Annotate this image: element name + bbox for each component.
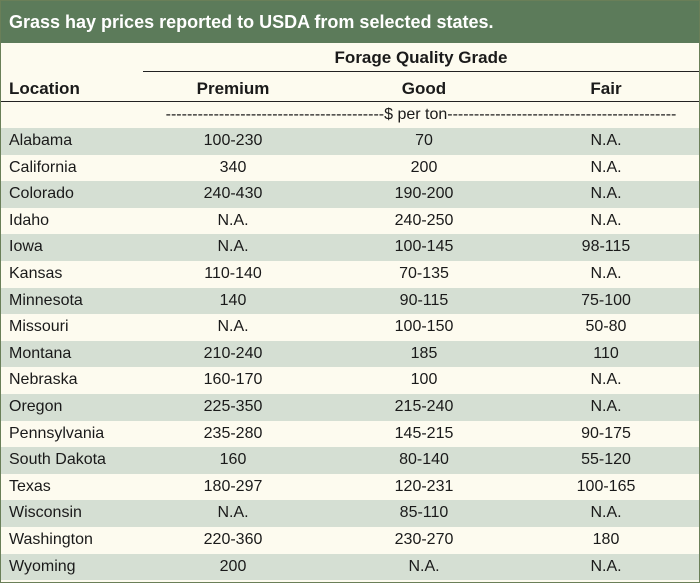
good-cell: 90-115 — [399, 291, 449, 309]
location-cell: Wyoming — [9, 557, 76, 575]
column-header-row: Location Premium Good Fair — [1, 73, 699, 102]
premium-cell: 225-350 — [203, 397, 263, 415]
table-row: Minnesota 140 90-115 75-100 — [1, 287, 699, 315]
good-cell: 100 — [410, 371, 438, 389]
location-cell: Iowa — [9, 238, 43, 256]
location-cell: Idaho — [9, 211, 50, 229]
good-cell: 240-250 — [394, 211, 454, 229]
location-cell: Texas — [9, 477, 51, 495]
fair-cell: N.A. — [590, 371, 622, 389]
good-cell: 120-231 — [394, 477, 454, 495]
location-cell: Washington — [9, 530, 93, 548]
premium-cell: N.A. — [217, 318, 249, 336]
fair-cell: N.A. — [590, 185, 622, 203]
table-row: Missouri N.A. 100-150 50-80 — [1, 314, 699, 341]
table-row: Texas 180-297 120-231 100-165 — [1, 474, 699, 501]
premium-cell: 110-140 — [204, 264, 262, 282]
premium-cell: 220-360 — [203, 530, 263, 548]
premium-cell: 340 — [219, 158, 247, 176]
fair-cell: N.A. — [590, 211, 622, 229]
fair-cell: N.A. — [590, 397, 622, 415]
good-cell: 80-140 — [399, 451, 449, 469]
good-cell: 100-145 — [394, 238, 454, 256]
location-cell: Oregon — [9, 397, 63, 415]
location-cell: Nebraska — [9, 371, 78, 389]
location-cell: Missouri — [9, 318, 69, 336]
table-body: Alabama 100-230 70 N.A. California 340 200 N.A.… — [1, 128, 699, 581]
premium-cell: 200 — [219, 557, 247, 575]
good-header: Good — [401, 79, 447, 98]
table-row: Nebraska 160-170 100 N.A. — [1, 367, 699, 394]
good-cell: 85-110 — [399, 504, 449, 522]
good-cell: 100-150 — [394, 318, 454, 336]
fair-header: Fair — [590, 79, 622, 98]
premium-cell: N.A. — [217, 504, 249, 522]
table-row: South Dakota 160 80-140 55-120 — [1, 447, 699, 474]
good-cell: 215-240 — [394, 397, 454, 415]
fair-cell: 98-115 — [581, 238, 631, 256]
table-row: Oregon 225-350 215-240 N.A. — [1, 393, 699, 421]
location-cell: South Dakota — [9, 451, 106, 469]
table-row: California 340 200 N.A. — [1, 155, 699, 182]
fair-cell: 100-165 — [576, 477, 636, 495]
location-cell: Minnesota — [9, 291, 83, 309]
fair-cell: 90-175 — [581, 424, 631, 442]
fair-cell: N.A. — [590, 264, 622, 282]
fair-cell: 55-120 — [581, 451, 631, 469]
premium-cell: 140 — [219, 291, 247, 309]
table-row: Wyoming 200 N.A. N.A. — [1, 553, 699, 581]
good-cell: 70-135 — [399, 264, 449, 282]
table-title: Grass hay prices reported to USDA from s… — [1, 1, 699, 43]
good-cell: 190-200 — [394, 185, 454, 203]
fair-cell: 110 — [593, 344, 619, 362]
location-header: Location — [9, 79, 80, 98]
location-cell: Pennsylvania — [9, 424, 105, 442]
premium-cell: 100-230 — [203, 132, 263, 149]
fair-cell: 180 — [592, 530, 620, 548]
good-cell: 185 — [410, 344, 438, 362]
premium-cell: N.A. — [217, 238, 249, 256]
table-row: Washington 220-360 230-270 180 — [1, 527, 699, 554]
good-cell: 145-215 — [394, 424, 454, 442]
group-header: Forage Quality Grade — [1, 43, 699, 73]
fair-cell: N.A. — [590, 557, 622, 575]
location-cell: Alabama — [9, 132, 73, 149]
good-cell: 200 — [410, 158, 438, 176]
premium-cell: 160-170 — [203, 371, 263, 389]
table-row: Colorado 240-430 190-200 N.A. — [1, 181, 699, 208]
units-row: ----------------------------------------… — [1, 102, 699, 128]
fair-cell: 50-80 — [585, 318, 627, 336]
location-cell: Montana — [9, 344, 72, 362]
location-cell: California — [9, 158, 77, 176]
fair-cell: N.A. — [590, 158, 622, 176]
units-label: ----------------------------------------… — [165, 106, 677, 123]
good-cell: 230-270 — [394, 530, 454, 548]
premium-cell: N.A. — [217, 211, 249, 229]
location-cell: Colorado — [9, 185, 74, 203]
fair-cell: N.A. — [590, 504, 622, 522]
forage-quality-grade-label: Forage Quality Grade — [143, 43, 699, 72]
premium-cell: 235-280 — [203, 424, 263, 442]
table-row: Idaho N.A. 240-250 N.A. — [1, 208, 699, 235]
table-row: Montana 210-240 185 110 — [1, 340, 699, 368]
fair-cell: 75-100 — [581, 291, 631, 309]
fair-cell: N.A. — [590, 132, 622, 149]
good-cell: 70 — [415, 132, 433, 149]
premium-cell: 160 — [219, 451, 247, 469]
table-row: Kansas 110-140 70-135 N.A. — [1, 261, 699, 288]
good-cell: N.A. — [408, 557, 440, 575]
table-row: Iowa N.A. 100-145 98-115 — [1, 234, 699, 261]
table-row: Alabama 100-230 70 N.A. — [1, 128, 699, 155]
premium-cell: 210-240 — [203, 344, 263, 362]
premium-cell: 240-430 — [203, 185, 263, 203]
table-row: Pennsylvania 235-280 145-215 90-175 — [1, 421, 699, 448]
premium-cell: 180-297 — [203, 477, 263, 495]
table-row: Wisconsin N.A. 85-110 N.A. — [1, 500, 699, 527]
location-cell: Kansas — [9, 264, 63, 282]
location-cell: Wisconsin — [9, 504, 82, 522]
premium-header: Premium — [196, 79, 270, 98]
